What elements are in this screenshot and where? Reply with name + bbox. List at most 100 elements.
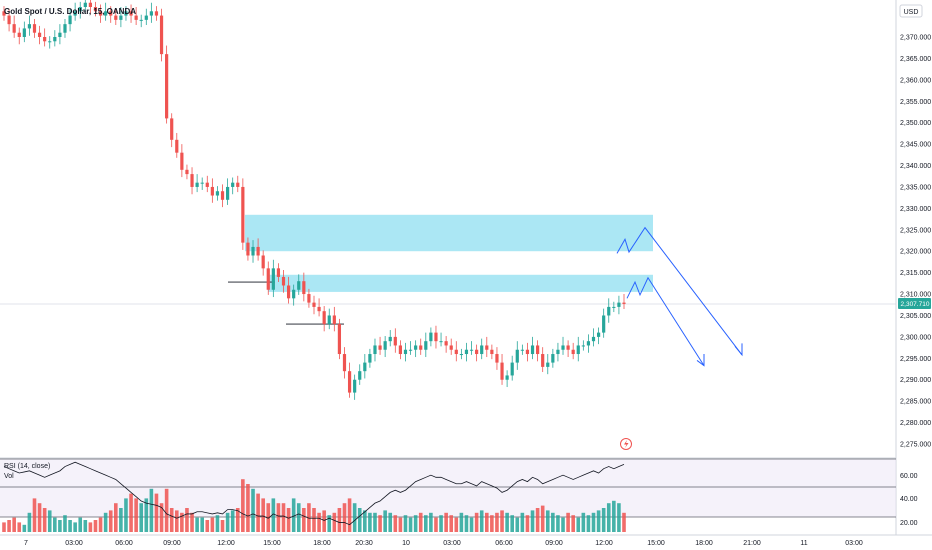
candle-body [210, 186, 214, 196]
current-price-tag [898, 298, 931, 309]
volume-bar [327, 515, 332, 532]
volume-bar [124, 498, 128, 532]
volume-bar [317, 512, 321, 532]
volume-bar [256, 493, 260, 532]
candle-body [292, 289, 296, 299]
projection-arrow-upper[interactable] [616, 226, 743, 356]
candle-body [68, 15, 72, 25]
candle-body [63, 24, 67, 33]
volume-bar [342, 503, 347, 532]
projection-arrow-lower[interactable] [626, 276, 705, 366]
volume-bar [215, 515, 220, 532]
candle-body [464, 349, 469, 355]
volume-bar [93, 520, 98, 532]
volume-bar [114, 503, 118, 532]
volume-bar [103, 512, 108, 532]
candle-body [388, 336, 392, 342]
volume-bar [576, 517, 581, 532]
candle-body [353, 379, 357, 393]
price-tick-label: 2,330.000 [900, 206, 931, 213]
candle-body [134, 15, 138, 20]
candle-body [622, 302, 626, 304]
price-axis-ticks: 2,370.000 2,365.000 2,360.000 2,355.000 2,35… [900, 35, 931, 449]
candle-body [261, 255, 265, 269]
candle-body [602, 315, 606, 333]
candle-body [302, 281, 306, 295]
volume-bar [413, 515, 418, 532]
alert-icon[interactable] [620, 438, 632, 450]
candle-body [256, 246, 260, 256]
volume-bar [612, 500, 616, 532]
time-tick-label: 15:00 [647, 540, 665, 547]
volume-bar [322, 510, 326, 532]
volume-bar [144, 498, 149, 532]
candle-body [576, 345, 580, 355]
candle-body [104, 11, 108, 16]
candle-body [383, 341, 387, 350]
price-tick-label: 2,360.000 [900, 77, 931, 84]
candle-body [317, 306, 321, 312]
volume-bar [434, 517, 438, 532]
price-tick-label: 2,290.000 [900, 377, 931, 384]
rsi-line [3, 461, 625, 526]
volume-bar [606, 503, 611, 532]
candle-body [276, 268, 281, 277]
candle-body [342, 354, 347, 372]
volume-bar [439, 515, 443, 532]
volume-bar [459, 512, 464, 532]
volume-bar [108, 510, 113, 532]
candle-body [129, 11, 133, 16]
volume-bar [210, 517, 215, 532]
candle-body [439, 341, 443, 343]
candle-body [403, 349, 408, 355]
volume-bar [515, 517, 520, 532]
volume-bar [352, 503, 357, 532]
arrowhead [696, 354, 705, 367]
price-tick-label: 2,370.000 [900, 35, 931, 42]
time-tick-label: 20:30 [355, 540, 373, 547]
lower-zone[interactable] [268, 274, 653, 292]
volume-bar [119, 508, 123, 532]
volume-bar [281, 503, 286, 532]
price-tick-label: 2,335.000 [900, 184, 931, 191]
currency-badge[interactable] [899, 4, 923, 18]
candle-body [566, 345, 570, 350]
volume-bar [261, 498, 265, 532]
candle-body [27, 24, 32, 29]
volume-bar [535, 508, 540, 532]
candle-body [83, 2, 87, 8]
candle-body [241, 186, 245, 243]
time-tick-label: 09:00 [163, 540, 181, 547]
candle-body [215, 191, 220, 196]
volume-bar [469, 517, 474, 532]
candle-body [530, 345, 535, 355]
price-tick-label: 2,355.000 [900, 99, 931, 106]
candle-body [78, 7, 82, 12]
candle-body [551, 354, 555, 363]
candle-body [170, 118, 174, 140]
volume-bar [37, 503, 42, 532]
candle-body [22, 28, 26, 37]
candle-body [414, 345, 418, 350]
candle-body [378, 345, 382, 350]
volume-bar [235, 508, 240, 532]
candle-body [373, 345, 377, 355]
volume-bar [566, 512, 570, 532]
volume-bar [479, 510, 484, 532]
candle-body [312, 302, 316, 307]
time-tick-label: 12:00 [595, 540, 613, 547]
candle-body [536, 345, 540, 355]
candle-body [429, 332, 433, 342]
volume-bar [347, 498, 352, 532]
candle-body [510, 362, 514, 376]
candle-body [195, 182, 199, 187]
volume-bar [378, 515, 382, 532]
time-axis-ticks: 7 03:00 06:00 09:00 12:00 15:00 18:00 20:30 10 03… [24, 540, 863, 547]
price-tick-label: 2,310.000 [900, 292, 931, 299]
volume-bar [337, 508, 342, 532]
candle-body [175, 139, 179, 153]
candle-body [2, 11, 6, 16]
upper-zone[interactable] [245, 214, 653, 252]
candle-body [617, 302, 621, 307]
